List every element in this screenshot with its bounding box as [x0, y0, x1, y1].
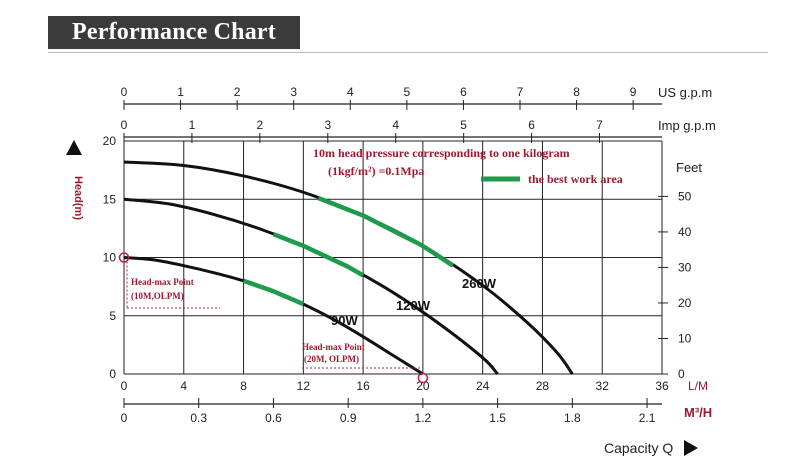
head-max-label-1: Head-max Point: [131, 277, 194, 287]
tick-label-m3h: 1.8: [564, 411, 581, 425]
tick-label-usgpm: 2: [234, 85, 241, 99]
chart-axes: 0 4 8 12 16 20 24 28 32 36 L/M0 0.3 0.6 0.9 1.2 1.5 1.8 2…: [66, 85, 716, 456]
tick-label-m3h: 0.9: [340, 411, 357, 425]
tick-label-head: 5: [109, 309, 116, 323]
tick-label-feet: 50: [678, 189, 692, 203]
tick-label-m3h: 1.2: [415, 411, 432, 425]
axis-unit-lpm: L/M: [688, 379, 708, 393]
chart-curves: [123, 160, 574, 376]
tick-label-usgpm: 5: [404, 85, 411, 99]
tick-label-lpm: 4: [180, 379, 187, 393]
tick-label-lpm: 20: [416, 379, 430, 393]
legend-label: the best work area: [528, 172, 623, 186]
tick-label-usgpm: 7: [517, 85, 524, 99]
tick-label-head: 0: [109, 367, 116, 381]
tick-label-lpm: 16: [356, 379, 370, 393]
tick-label-usgpm: 0: [121, 85, 128, 99]
series-label-90W: 90W: [331, 313, 358, 328]
tick-label-usgpm: 1: [177, 85, 184, 99]
page-title: Performance Chart: [48, 16, 300, 49]
tick-label-lpm: 8: [240, 379, 247, 393]
chart-labels: 90W 120W 260W 10m head pressure correspondi…: [118, 146, 623, 384]
tick-label-head: 15: [103, 192, 117, 206]
head-max-sub-2: (20M, OLPM): [304, 354, 359, 364]
tick-label-impgpm: 2: [257, 118, 264, 132]
tick-label-feet: 20: [678, 296, 692, 310]
axis-unit-impgpm: Imp g.p.m: [658, 118, 716, 133]
note-line-2: (1kgf/m²) =0.1Mpa: [328, 164, 424, 178]
tick-label-impgpm: 1: [189, 118, 196, 132]
best-area-260W: [317, 195, 455, 268]
tick-label-usgpm: 6: [460, 85, 467, 99]
tick-label-usgpm: 8: [573, 85, 580, 99]
tick-label-lpm: 24: [476, 379, 490, 393]
tick-label-lpm: 28: [536, 379, 550, 393]
series-label-120W: 120W: [396, 298, 431, 313]
tick-label-lpm: 0: [121, 379, 128, 393]
x-axis-label: Capacity Q: [604, 440, 673, 456]
tick-label-impgpm: 0: [121, 118, 128, 132]
tick-label-m3h: 0.6: [265, 411, 282, 425]
tick-label-m3h: 2.1: [639, 411, 656, 425]
page-title-text: Performance Chart: [72, 19, 276, 45]
head-max-sub-1: (10M,OLPM): [131, 291, 184, 301]
series-label-260W: 260W: [462, 276, 497, 291]
tick-label-m3h: 0.3: [190, 411, 207, 425]
head-arrow-icon: [66, 140, 82, 155]
tick-label-lpm: 12: [297, 379, 311, 393]
axis-unit-usgpm: US g.p.m: [658, 85, 712, 100]
tick-label-usgpm: 9: [630, 85, 637, 99]
tick-label-impgpm: 7: [596, 118, 603, 132]
best-area-120W: [272, 232, 365, 278]
capacity-arrow-icon: [684, 440, 698, 456]
tick-label-impgpm: 6: [528, 118, 535, 132]
head-max-marker-1: [118, 252, 130, 263]
tick-label-feet: 10: [678, 331, 692, 345]
tick-label-m3h: 1.5: [489, 411, 506, 425]
tick-label-usgpm: 3: [290, 85, 297, 99]
tick-label-lpm: 36: [655, 379, 669, 393]
y2-axis-label: Feet: [676, 160, 702, 175]
tick-label-head: 20: [103, 134, 117, 148]
tick-label-impgpm: 4: [392, 118, 399, 132]
tick-label-feet: 40: [678, 225, 692, 239]
note-line-1: 10m head pressure corresponding to one k…: [313, 146, 570, 160]
head-max-label-2: Head-max Point: [302, 342, 365, 352]
tick-label-head: 10: [103, 251, 117, 265]
tick-label-feet: 30: [678, 260, 692, 274]
axis-unit-m3h: M³/H: [684, 405, 712, 420]
tick-label-usgpm: 4: [347, 85, 354, 99]
tick-label-feet: 0: [678, 367, 685, 381]
best-area-90W: [242, 278, 305, 307]
tick-label-impgpm: 3: [324, 118, 331, 132]
tick-label-m3h: 0: [121, 411, 128, 425]
title-divider: [48, 52, 768, 53]
y-axis-label: Head(m): [72, 176, 84, 220]
tick-label-impgpm: 5: [460, 118, 467, 132]
head-max-marker-2: [417, 372, 429, 384]
tick-label-lpm: 32: [596, 379, 610, 393]
